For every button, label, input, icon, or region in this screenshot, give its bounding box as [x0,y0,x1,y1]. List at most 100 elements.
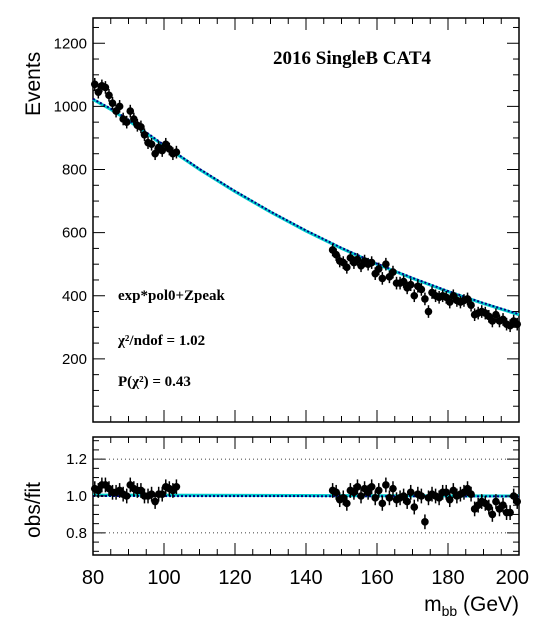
data-point [158,144,167,157]
data-point-marker [332,250,340,259]
data-point-marker [105,91,113,100]
data-point [130,112,138,126]
ratio-point [513,494,522,509]
data-point-marker [151,149,159,158]
ratio-point [367,479,376,495]
ratio-point-marker [172,482,181,491]
ratio-point-marker [488,510,497,519]
ratio-point [374,483,383,498]
ratio-point-marker [339,494,348,502]
ratio-point-marker [492,497,500,506]
data-point-marker [140,130,149,139]
y-axis-label-ratio: obs/fit [22,482,45,538]
data-point [353,253,362,266]
ratio-y-tick-label: 0.8 [66,525,87,542]
ratio-point [158,486,167,502]
ratio-point [122,488,131,504]
data-point-marker [463,295,472,303]
ratio-point-marker [367,482,376,491]
main-title: 2016 SingleB CAT4 [273,48,432,69]
data-point [374,262,383,276]
ratio-point-marker [421,518,429,526]
ratio-point-marker [406,488,415,497]
main-y-ticks: 200 400 600 800 1000 1200 [54,26,519,423]
data-point [492,308,500,321]
data-point-marker [172,148,181,156]
ratio-point-marker [151,497,159,506]
ratio-point-marker [378,499,387,508]
data-point [367,256,376,269]
ratio-point [382,477,390,493]
ratio-point-marker [343,499,351,508]
ratio-point [378,496,387,511]
y-tick-label: 600 [62,225,87,242]
ratio-point-marker [371,494,380,502]
ratio-point-marker [332,488,340,497]
ratio-point [151,494,159,509]
data-point-marker [343,263,351,272]
data-point [343,261,351,274]
data-point [417,283,426,296]
data-point [122,115,131,129]
x-tick-label: 200 [496,567,529,589]
ratio-point-marker [353,482,362,491]
ratio-point [421,514,429,530]
ratio-point [385,490,394,506]
ratio-point [485,499,493,515]
data-point-marker [410,291,419,300]
data-point-marker [467,301,475,310]
data-point-marker [424,307,433,316]
ratio-point-marker [463,484,472,493]
x-axis-label-unit: (GeV) [457,593,519,616]
y-tick-label: 200 [62,351,87,368]
main-data-points [90,77,522,333]
data-point [467,298,475,312]
ratio-point [492,494,500,509]
data-point-marker [115,102,124,111]
data-point-marker [399,277,408,286]
main-plot-frame [92,17,520,423]
data-point [382,257,390,271]
data-point-marker [513,320,522,328]
fit-model-label: exp*pol0+Zpeak [118,288,226,304]
data-point-marker [147,140,156,149]
main-panel: 200 400 600 800 1000 1200 2016 SingleB CAT4 e… [22,17,522,423]
ratio-point-marker [449,486,458,495]
ratio-point [403,494,411,509]
ratio-point-marker [389,484,397,493]
data-point [105,89,113,102]
ratio-point-marker [435,494,443,502]
data-point [410,289,419,303]
fit-curve-2 [92,97,520,316]
ratio-point [442,484,451,500]
ratio-point-marker [467,490,475,498]
ratio-point-marker [442,488,451,497]
y-tick-label: 1200 [54,35,87,52]
data-point [488,314,497,328]
data-point-marker [406,280,415,289]
chi2-ndof-label: χ²/ndof = 1.02 [117,333,205,349]
ratio-x-ticks: 80 100 120 140 160 180 200 [82,437,529,589]
ratio-point [445,492,454,508]
ratio-point-marker [417,492,426,500]
data-point-marker [126,107,135,115]
ratio-point-marker [385,494,394,502]
data-point-marker [367,258,376,267]
data-point-marker [122,118,131,126]
data-point-marker [108,99,117,108]
ratio-point-marker [513,497,522,506]
main-fit-curves [92,97,520,317]
ratio-point-marker [410,503,419,511]
data-point [389,265,397,279]
y-axis-label-events: Events [22,52,45,116]
ratio-y-ticks: 0.8 1.0 1.2 [66,440,519,552]
y-tick-label: 800 [62,162,87,179]
ratio-point-marker [403,497,411,506]
ratio-point-marker [374,486,383,495]
ratio-point [357,488,365,504]
data-point [424,305,433,318]
ratio-point [343,496,351,511]
ratio-point-marker [485,503,493,511]
data-point [172,145,181,159]
